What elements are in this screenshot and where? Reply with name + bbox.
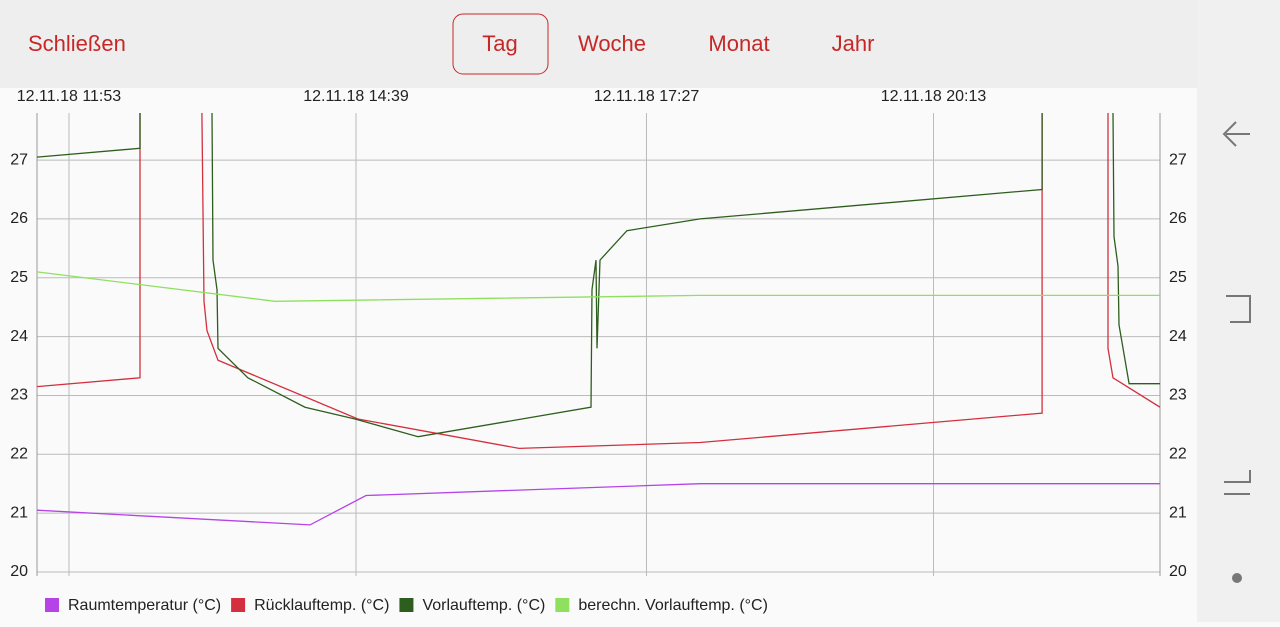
tab[interactable]: Jahr [832,31,875,56]
series-line [37,271,1160,302]
legend-label: Vorlauftemp. (°C) [422,597,545,614]
nav-home[interactable] [1226,295,1251,323]
x-tick-label: 12.11.18 11:53 [17,88,121,105]
tab[interactable]: Monat [708,31,769,56]
tabs: Tag Woche Monat Jahr [452,13,875,75]
nav-bar [1197,0,1280,622]
y-tick-label: 23 [10,387,28,404]
nav-back[interactable] [1222,121,1250,147]
x-tick-label: 12.11.18 17:27 [594,88,700,105]
y-tick-label: 27 [10,151,28,168]
tab[interactable]: Tag [482,31,517,56]
y-tick-label-right: 26 [1169,210,1187,227]
y-tick-label: 26 [10,210,28,227]
plot-lines [37,113,1160,526]
legend-swatch [45,598,59,612]
series-line [37,113,1160,450]
legend-swatch [231,598,246,612]
x-tick-label: 12.11.18 20:13 [881,88,987,105]
tab[interactable]: Woche [578,31,646,56]
legend-swatch [555,598,570,612]
x-tick-label: 12.11.18 14:39 [303,88,409,105]
y-tick-label-right: 20 [1169,563,1187,580]
nav-dot[interactable] [1232,573,1242,583]
y-tick-label-right: 24 [1169,328,1187,345]
top-bar [0,0,1197,88]
y-tick-label-right: 21 [1169,504,1187,521]
y-tick-label: 24 [10,328,28,345]
chart-bg [0,88,1197,622]
y-tick-label-right: 25 [1169,269,1187,286]
y-tick-label-right: 23 [1169,387,1187,404]
legend-label: Rücklauftemp. (°C) [254,597,389,614]
chart: 20 20 21 21 22 22 23 23 24 24 25 25 26 26 27 27 12.11.18… [10,88,1187,614]
y-tick-label: 22 [10,446,28,463]
y-tick-label: 20 [10,563,28,580]
tab-selected-frame [452,13,549,75]
series-line [37,483,1160,526]
y-tick-label: 21 [10,504,28,521]
nav-recent[interactable] [1224,470,1251,495]
y-tick-label-right: 27 [1169,151,1187,168]
legend-label: berechn. Vorlauftemp. (°C) [578,597,768,614]
legend-label: Raumtemperatur (°C) [68,597,221,614]
close-button[interactable]: Schließen [28,31,126,56]
y-tick-label-right: 22 [1169,446,1187,463]
legend-swatch [399,598,414,612]
y-tick-label: 25 [10,269,28,286]
